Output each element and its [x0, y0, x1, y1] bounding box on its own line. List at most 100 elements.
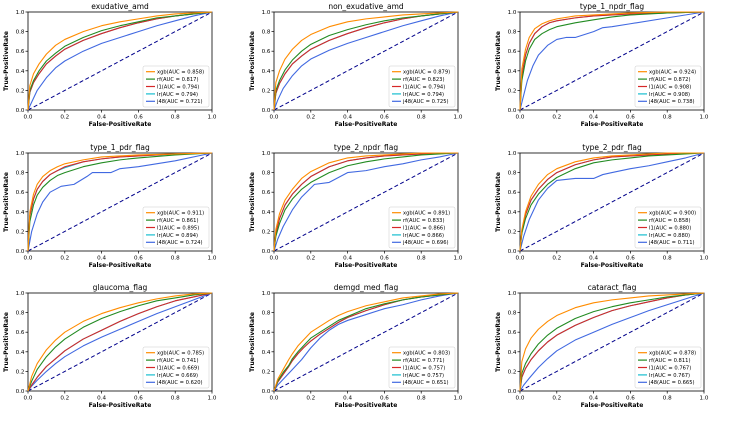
- plot-frame: [519, 292, 705, 392]
- y-tick-label: 0.8: [262, 311, 271, 317]
- roc-panel-type-1-npdr-flag: type_1_npdr_flag 0.0 0.2 0.4 0.6 0.8 1.0 0.0 0.2…: [492, 0, 738, 139]
- legend: xgb(AUC = 0.900)rf(AUC = 0.858)l1(AUC = …: [634, 206, 702, 249]
- series-line-xgb: [519, 152, 704, 252]
- y-axis-label: True-PositiveRate: [249, 31, 256, 91]
- x-tick-label: 0.8: [171, 396, 180, 402]
- x-tick-label: 0.4: [97, 115, 106, 121]
- y-tick-label: 0.4: [508, 210, 517, 216]
- x-tick-label: 0.2: [306, 256, 315, 262]
- legend-entry: lr(AUC = 0.757): [403, 373, 444, 379]
- y-tick-label: 0.6: [508, 49, 517, 55]
- legend-entry: lr(AUC = 0.794): [403, 92, 444, 98]
- legend-entry: j48(AUC = 0.724): [156, 240, 203, 246]
- chance-diagonal: [519, 11, 705, 111]
- y-axis-label: True-PositiveRate: [3, 312, 10, 372]
- y-axis-label: True-PositiveRate: [495, 312, 502, 372]
- series-line-l1: [519, 11, 705, 111]
- y-tick-label: 0.4: [262, 210, 271, 216]
- y-tick-label: 0.6: [262, 330, 271, 336]
- legend-box: [634, 206, 702, 249]
- x-tick-label: 0.8: [663, 115, 672, 121]
- legend: xgb(AUC = 0.878)rf(AUC = 0.811)l1(AUC = …: [634, 346, 702, 389]
- x-tick-label: 0.6: [380, 256, 389, 262]
- legend-entry: j48(AUC = 0.620): [156, 380, 203, 386]
- legend-entry: xgb(AUC = 0.900): [649, 211, 696, 217]
- x-axis-label: False-PositiveRate: [581, 402, 644, 409]
- chart-title: type_1_pdr_flag: [90, 143, 150, 152]
- x-tick-label: 0.0: [516, 115, 525, 121]
- legend-entry: j48(AUC = 0.721): [156, 99, 203, 105]
- x-tick-label: 1.0: [700, 396, 709, 402]
- y-axis-label: True-PositiveRate: [495, 172, 502, 232]
- legend: xgb(AUC = 0.785)rf(AUC = 0.741)l1(AUC = …: [142, 346, 210, 389]
- legend: xgb(AUC = 0.911)rf(AUC = 0.861)l1(AUC = …: [142, 206, 210, 249]
- y-tick-label: 0.2: [262, 229, 271, 235]
- roc-chart: type_1_npdr_flag 0.0 0.2 0.4 0.6 0.8 1.0 0.0 0.2…: [495, 2, 709, 128]
- y-tick-label: 0.0: [16, 389, 25, 395]
- series-line-xgb: [519, 292, 705, 392]
- x-tick-label: 0.6: [380, 396, 389, 402]
- x-tick-label: 0.2: [552, 396, 561, 402]
- x-axis-label: False-PositiveRate: [335, 262, 398, 269]
- chart-title: exudative_amd: [91, 2, 149, 11]
- plot-frame: [273, 292, 459, 392]
- legend-entry: l1(AUC = 0.880): [649, 225, 691, 231]
- x-tick-label: 0.0: [270, 256, 279, 262]
- legend-entry: rf(AUC = 0.872): [649, 77, 690, 83]
- series-line-j48: [273, 11, 459, 111]
- legend-entry: lr(AUC = 0.767): [649, 373, 690, 379]
- x-tick-label: 0.8: [417, 115, 426, 121]
- y-tick-label: 0.8: [16, 171, 25, 177]
- y-tick-label: 0.6: [262, 49, 271, 55]
- series-line-l1: [27, 152, 213, 252]
- legend-entry: l1(AUC = 0.895): [157, 225, 199, 231]
- y-tick-label: 0.8: [262, 171, 271, 177]
- legend-box: [634, 65, 702, 108]
- x-tick-label: 0.6: [380, 115, 389, 121]
- y-tick-label: 0.0: [262, 249, 271, 255]
- legend-entry: lr(AUC = 0.880): [649, 233, 690, 239]
- x-tick-label: 0.0: [24, 115, 33, 121]
- x-tick-label: 0.4: [589, 256, 598, 262]
- x-tick-label: 1.0: [454, 115, 463, 121]
- plot-frame: [519, 152, 705, 252]
- x-tick-label: 0.4: [589, 115, 598, 121]
- y-tick-label: 0.6: [16, 330, 25, 336]
- y-tick-label: 0.2: [262, 369, 271, 375]
- x-tick-label: 0.2: [552, 115, 561, 121]
- y-tick-label: 0.6: [508, 330, 517, 336]
- y-tick-label: 0.4: [16, 69, 25, 75]
- series-line-rf: [519, 152, 705, 252]
- x-tick-label: 0.2: [306, 396, 315, 402]
- legend-entry: l1(AUC = 0.757): [403, 365, 445, 371]
- plot-frame: [519, 11, 705, 111]
- x-axis-label: False-PositiveRate: [335, 121, 398, 128]
- legend-entry: lr(AUC = 0.794): [157, 92, 198, 98]
- x-tick-label: 0.4: [589, 396, 598, 402]
- legend-entry: xgb(AUC = 0.878): [649, 351, 696, 357]
- legend-entry: xgb(AUC = 0.785): [157, 351, 204, 357]
- y-tick-label: 1.0: [16, 10, 25, 16]
- legend-entry: l1(AUC = 0.794): [403, 84, 445, 90]
- x-tick-label: 0.6: [626, 115, 635, 121]
- chart-title: glaucoma_flag: [93, 283, 148, 292]
- roc-panel-glaucoma-flag: glaucoma_flag 0.0 0.2 0.4 0.6 0.8 1.0 0.0 0.2 0.4…: [0, 281, 246, 420]
- x-axis-label: False-PositiveRate: [89, 121, 152, 128]
- roc-chart: type_2_pdr_flag 0.0 0.2 0.4 0.6 0.8 1.0 0.0 0.2 0…: [495, 143, 709, 269]
- x-tick-label: 0.4: [343, 115, 352, 121]
- y-tick-label: 0.4: [262, 350, 271, 356]
- roc-chart: non_exudative_amd 0.0 0.2 0.4 0.6 0.8 1.0 0.0 0.…: [249, 2, 463, 128]
- roc-chart: demgd_med_flag 0.0 0.2 0.4 0.6 0.8 1.0 0.0 0.2 0.…: [249, 283, 463, 409]
- legend-entry: lr(AUC = 0.866): [403, 233, 444, 239]
- legend-entry: l1(AUC = 0.767): [649, 365, 691, 371]
- legend-entry: rf(AUC = 0.858): [649, 218, 690, 224]
- chart-title: cataract_flag: [588, 283, 637, 292]
- x-tick-label: 1.0: [454, 396, 463, 402]
- y-axis-label: True-PositiveRate: [495, 31, 502, 91]
- plot-frame: [27, 11, 213, 111]
- plot-frame: [27, 152, 213, 252]
- series-line-j48: [273, 292, 459, 392]
- legend-entry: l1(AUC = 0.866): [403, 225, 445, 231]
- legend-entry: xgb(AUC = 0.891): [403, 211, 450, 217]
